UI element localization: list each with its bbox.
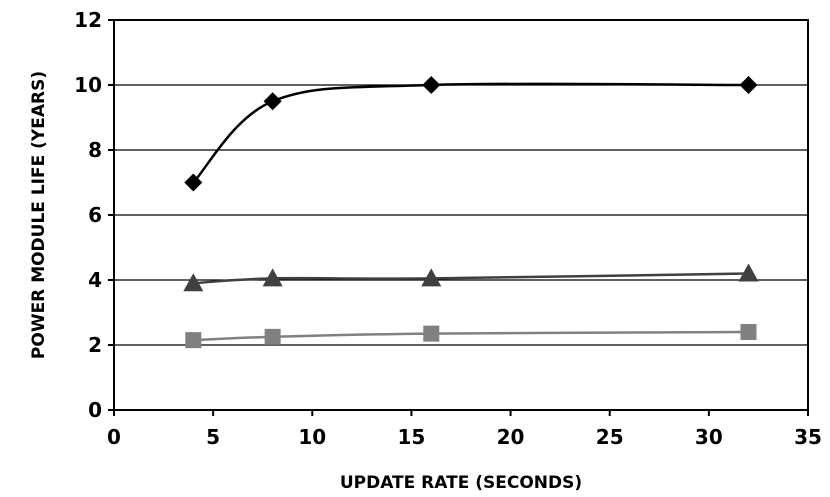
gridlines	[114, 84, 808, 346]
x-tick-label: 30	[695, 425, 723, 449]
series-line-3	[193, 330, 749, 342]
series	[183, 76, 759, 349]
series-line-2	[193, 272, 749, 285]
y-axis-title: POWER MODULE LIFE (YEARS)	[29, 71, 49, 359]
x-tick-label: 35	[794, 425, 822, 449]
data-point-diamond	[263, 92, 282, 111]
x-tick-label: 10	[298, 425, 326, 449]
x-axis-title: UPDATE RATE (SECONDS)	[340, 473, 582, 493]
x-tick-label: 20	[497, 425, 525, 449]
data-point-diamond	[184, 173, 203, 192]
data-point-triangle	[421, 268, 442, 287]
data-point-triangle	[262, 268, 283, 287]
data-point-square	[264, 328, 281, 345]
y-tick-label: 10	[74, 73, 102, 97]
series-line-1	[192, 82, 749, 184]
data-point-square	[185, 332, 202, 349]
y-tick-label: 6	[88, 203, 102, 227]
data-point-square	[423, 325, 440, 342]
axes: 0 2 4 6 8 10 12 0 5 10 15 20 25 30 35	[74, 8, 822, 449]
x-tick-label: 25	[596, 425, 624, 449]
x-tick-label: 15	[398, 425, 426, 449]
data-point-diamond	[739, 76, 758, 94]
x-tick-label: 5	[206, 425, 220, 449]
data-point-triangle	[183, 273, 204, 292]
y-tick-label: 4	[88, 268, 102, 292]
data-point-triangle	[738, 263, 759, 282]
y-tick-label: 8	[88, 138, 102, 162]
data-point-diamond	[422, 76, 441, 94]
y-tick-label: 2	[88, 333, 102, 357]
data-point-square	[740, 324, 757, 340]
x-tick-label: 0	[107, 425, 121, 449]
y-tick-label: 12	[74, 8, 102, 32]
y-tick-label: 0	[88, 398, 102, 422]
